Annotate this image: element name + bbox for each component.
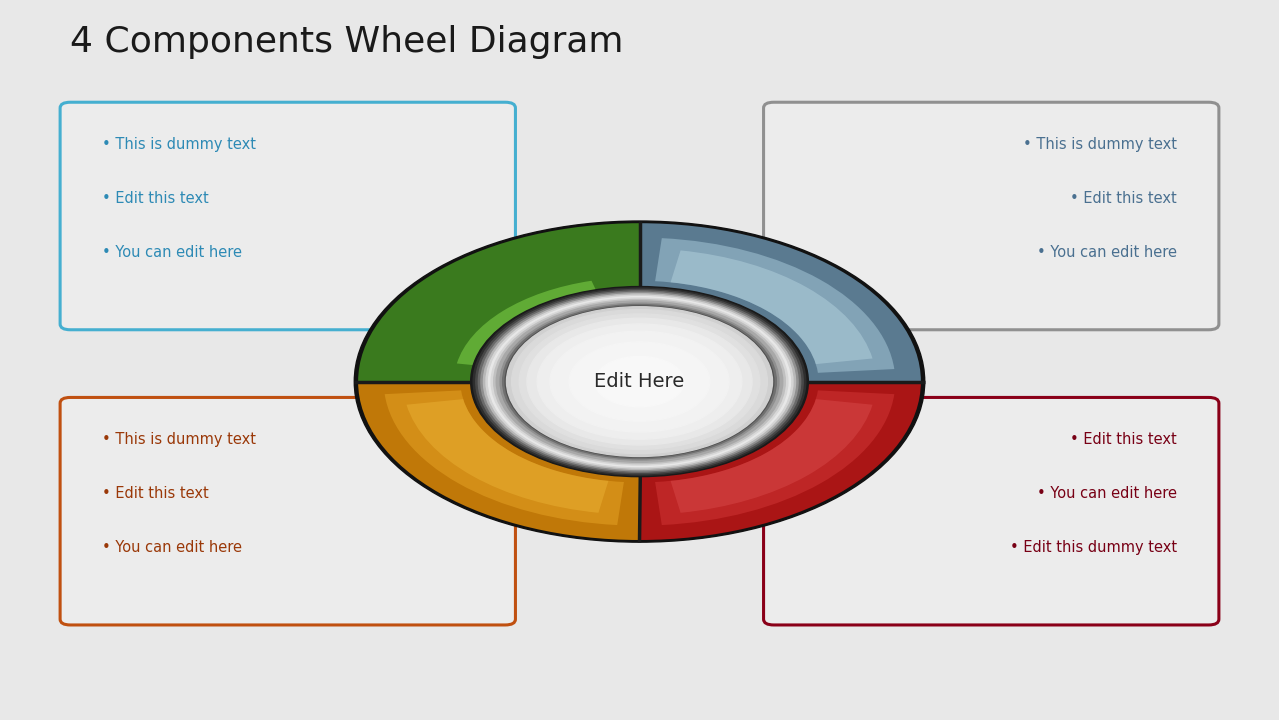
Circle shape — [569, 342, 710, 421]
Text: • Edit this text: • Edit this text — [1071, 191, 1177, 206]
Text: • You can edit here: • You can edit here — [1037, 486, 1177, 501]
Circle shape — [473, 288, 806, 475]
Text: • This is dummy text: • This is dummy text — [1023, 137, 1177, 152]
Wedge shape — [512, 307, 593, 351]
FancyBboxPatch shape — [764, 102, 1219, 330]
Circle shape — [486, 295, 793, 468]
Text: • This is dummy text: • This is dummy text — [102, 432, 256, 447]
Circle shape — [527, 318, 752, 445]
Circle shape — [489, 297, 790, 467]
Circle shape — [491, 298, 788, 465]
Wedge shape — [407, 399, 609, 513]
Text: 4 Components Wheel Diagram: 4 Components Wheel Diagram — [70, 25, 624, 59]
Wedge shape — [640, 382, 921, 540]
Text: • Edit this text: • Edit this text — [102, 486, 208, 501]
Circle shape — [481, 292, 798, 471]
Text: Edit Here: Edit Here — [595, 372, 684, 391]
Text: • You can edit here: • You can edit here — [1037, 245, 1177, 260]
Circle shape — [471, 287, 808, 477]
Wedge shape — [655, 390, 894, 525]
FancyBboxPatch shape — [60, 397, 515, 625]
Circle shape — [478, 291, 801, 472]
Wedge shape — [655, 238, 894, 373]
Circle shape — [519, 314, 760, 449]
Text: • You can edit here: • You can edit here — [102, 540, 242, 555]
Circle shape — [496, 301, 783, 462]
Circle shape — [512, 310, 767, 454]
Circle shape — [506, 307, 773, 456]
Circle shape — [476, 289, 803, 474]
Text: • Edit this text: • Edit this text — [1071, 432, 1177, 447]
Wedge shape — [358, 382, 640, 540]
Circle shape — [500, 303, 779, 460]
Wedge shape — [457, 281, 611, 371]
Circle shape — [505, 306, 774, 457]
Wedge shape — [358, 223, 640, 382]
FancyBboxPatch shape — [764, 397, 1219, 625]
Circle shape — [627, 374, 652, 389]
Text: • Edit this text: • Edit this text — [102, 191, 208, 206]
Wedge shape — [670, 251, 872, 364]
Wedge shape — [670, 399, 872, 513]
Circle shape — [483, 294, 796, 469]
Circle shape — [494, 300, 785, 464]
FancyBboxPatch shape — [60, 102, 515, 330]
Circle shape — [503, 305, 776, 459]
Text: • You can edit here: • You can edit here — [102, 245, 242, 260]
Text: • Edit this dummy text: • Edit this dummy text — [1009, 540, 1177, 555]
Text: • This is dummy text: • This is dummy text — [102, 137, 256, 152]
Circle shape — [354, 221, 925, 542]
Circle shape — [550, 331, 729, 432]
Wedge shape — [640, 223, 921, 382]
Circle shape — [595, 356, 684, 407]
Circle shape — [537, 324, 742, 439]
Wedge shape — [385, 390, 624, 525]
Wedge shape — [483, 294, 602, 361]
